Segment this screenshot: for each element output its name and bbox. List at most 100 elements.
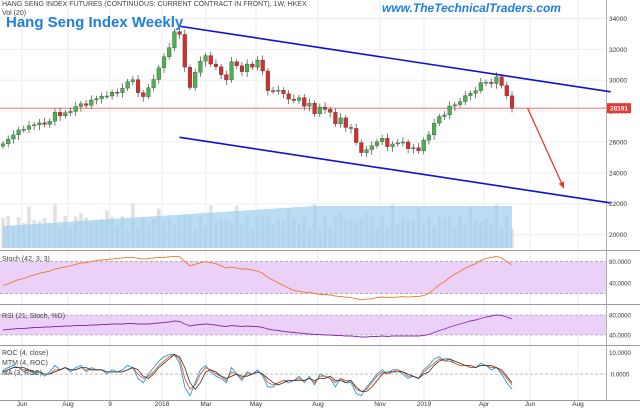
volume-label: Vol (20) [2,10,27,17]
x-tick-label: 2018 [155,401,170,408]
candle-body-up [120,87,125,93]
candle-body-down [250,63,255,68]
candle-body-up [26,125,32,130]
candle-body-down [208,55,213,65]
pane-backgrounds [0,0,640,401]
candle-body-up [463,95,468,102]
candle-body-up [494,76,499,84]
candle-body-up [452,104,457,107]
indicator-lines [2,255,513,397]
candle-body-up [369,145,374,150]
candle-body-up [432,122,437,136]
candle-body-down [141,92,146,97]
candle-body-up [156,67,161,80]
mtm-line [2,354,513,392]
x-tick-label: Aug [62,401,74,408]
candle-body-up [37,122,42,125]
x-tick-label: Aug [312,401,324,408]
candle-body-down [213,63,218,67]
x-tick-label: 9 [108,401,112,408]
rsi-band [0,315,606,335]
candle-body-down [115,91,120,94]
x-tick-label: May [250,401,263,408]
candle-body-down [322,106,328,110]
price-candles [0,27,606,157]
last-price-tag [607,103,631,114]
candle-body-up [47,121,52,125]
price-y-tick-label: 34000 [609,16,627,23]
candle-body-down [499,76,504,86]
roc-line [2,354,513,397]
candle-body-up [276,89,281,92]
candle-body-up [130,79,135,82]
candle-body-up [172,31,177,48]
volume-area [1,204,514,248]
candle-body-up [307,103,312,107]
candle-body-down [260,59,265,72]
candle-body-down [291,98,296,101]
candle-body-down [135,79,141,93]
candle-body-down [348,127,354,129]
candle-body-down [265,70,270,91]
projection-arrow-head [558,181,565,189]
price-y-tick-label: 24000 [609,170,627,177]
candle-body-up [6,138,11,144]
candle-body-down [504,85,509,96]
candle-body-up [203,55,208,62]
candle-body-up [94,98,99,101]
x-tick-label: Aug [572,401,584,408]
roc-label: ROC (4, close) [2,350,49,357]
channel-upper-line [179,25,611,93]
candle-body-up [245,63,250,72]
candle-body-up [297,97,302,101]
candle-body-up [473,90,478,94]
candle-body-up [458,101,463,105]
instrument-label: HANG SENG INDEX FUTURES (CONTINUOUS: CUR… [2,1,307,8]
candle-body-up [468,93,473,96]
candle-body-up [161,56,167,68]
stoch-y-tick-label: 40.0000 [609,281,631,287]
price-y-tick-label: 30000 [609,78,627,85]
candle-body-up [63,112,68,116]
candle-body-down [177,31,182,35]
stoch-line [2,255,513,301]
candle-body-down [239,65,244,72]
candle-body-up [255,59,260,68]
candle-body-down [343,117,348,128]
candle-body-up [52,112,57,122]
candle-body-down [42,122,47,125]
website-label: www.TheTechnicalTraders.com [382,1,561,15]
grid-lines [0,0,606,400]
price-y-tick-label: 20000 [609,232,627,239]
rsi-label: RSI (21, Stoch, %D) [2,313,66,320]
price-y-tick-label: 22000 [609,201,627,208]
candle-body-down [271,90,276,92]
candle-body-up [198,60,203,73]
candle-body-up [32,124,37,126]
candle-body-down [489,82,494,84]
candle-body-up [73,106,78,112]
candle-body-up [0,143,6,147]
ma-line [2,354,513,392]
candle-body-down [359,142,364,153]
x-tick-label: Apr [479,401,490,408]
candle-body-up [447,105,452,116]
roc-y-tick-label: 10.0000 [609,351,631,357]
stoch-y-tick-label: 80.0000 [609,260,631,266]
candle-body-up [478,82,483,91]
x-tick-label: Jun [17,401,28,408]
candle-body-up [78,103,83,107]
x-tick-label: Jun [525,401,536,408]
candle-body-up [68,111,73,113]
mtm-label: MTM (4, ROC) [2,360,48,367]
candle-body-down [187,66,193,88]
candle-body-up [400,141,405,144]
roc-y-tick-label: 0.0000 [611,373,630,379]
price-y-tick-label: 32000 [609,47,627,54]
rsi-line [2,314,513,338]
candle-body-down [281,89,286,94]
volume-average-area [3,206,512,248]
candle-body-up [411,147,416,149]
candle-body-down [354,128,359,143]
candle-body-up [167,47,172,57]
